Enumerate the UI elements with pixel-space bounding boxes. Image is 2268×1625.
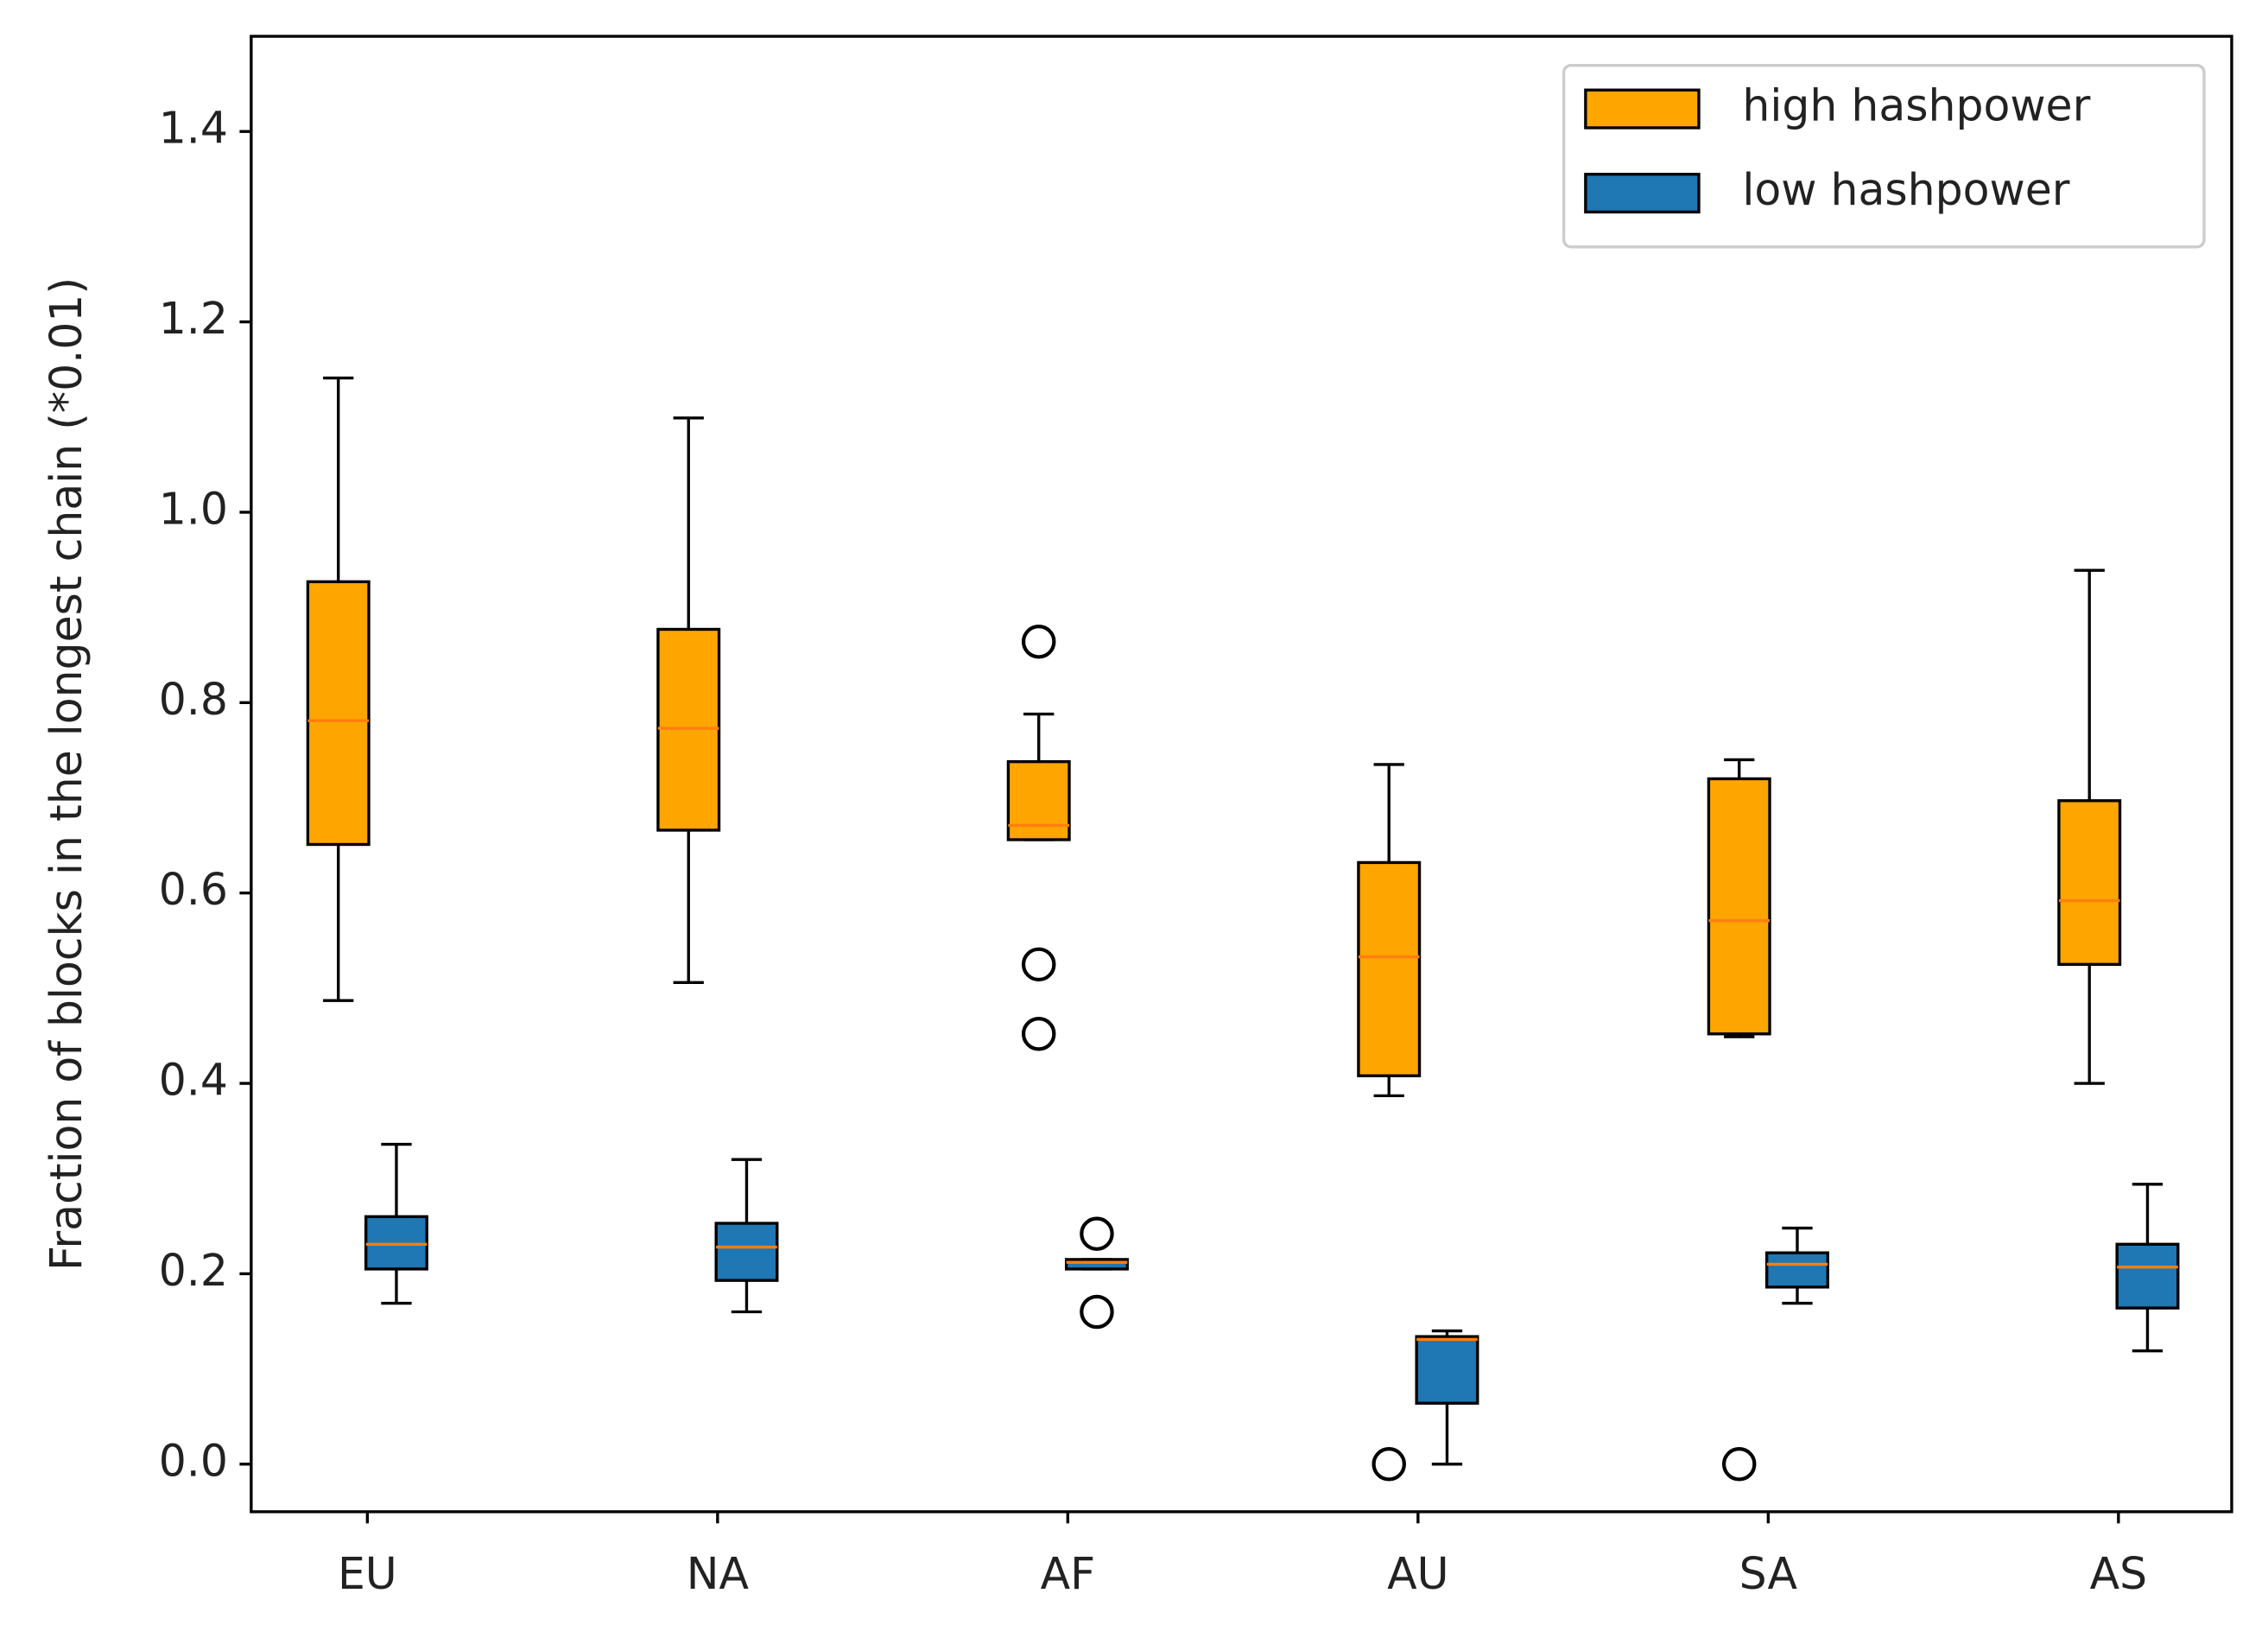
- box: [1357, 860, 1422, 1077]
- y-tick-label: 1.4: [159, 103, 228, 154]
- flier: [1080, 1294, 1114, 1330]
- flier: [1021, 1017, 1056, 1051]
- y-tick-label: 0.2: [159, 1245, 228, 1296]
- y-tick-label: 0.8: [159, 674, 228, 725]
- flier: [1372, 1447, 1406, 1482]
- x-tick-label: NA: [687, 1548, 750, 1599]
- box: [306, 580, 371, 847]
- legend-swatch: [1584, 173, 1701, 214]
- box: [714, 1222, 779, 1282]
- legend-swatch: [1584, 88, 1701, 130]
- box: [2057, 799, 2122, 967]
- legend-label: high hashpower: [1742, 80, 2090, 131]
- box: [2115, 1242, 2180, 1310]
- x-tick-label: AS: [2090, 1548, 2148, 1599]
- box: [1064, 1258, 1129, 1271]
- y-axis-label: Fraction of blocks in the longest chain …: [41, 277, 92, 1271]
- y-tick-label: 1.2: [159, 293, 228, 344]
- x-tick-label: AU: [1387, 1548, 1448, 1599]
- y-tick-label: 1.0: [159, 483, 228, 534]
- box: [1415, 1335, 1479, 1405]
- x-tick-label: SA: [1739, 1548, 1798, 1599]
- x-tick-label: AF: [1041, 1548, 1096, 1599]
- flier: [1080, 1216, 1114, 1251]
- flier: [1721, 1447, 1757, 1482]
- y-tick-label: 0.0: [159, 1435, 228, 1486]
- box: [1764, 1251, 1829, 1289]
- box: [1707, 777, 1771, 1036]
- y-tick-label: 0.6: [159, 864, 228, 915]
- plot-frame: [250, 35, 2233, 1514]
- y-tick-label: 0.4: [159, 1055, 228, 1106]
- x-tick-label: EU: [338, 1548, 397, 1599]
- box: [1006, 759, 1071, 841]
- legend-frame: [1562, 63, 2206, 249]
- legend-label: low hashpower: [1742, 164, 2069, 215]
- flier: [1021, 625, 1056, 659]
- flier: [1021, 947, 1056, 982]
